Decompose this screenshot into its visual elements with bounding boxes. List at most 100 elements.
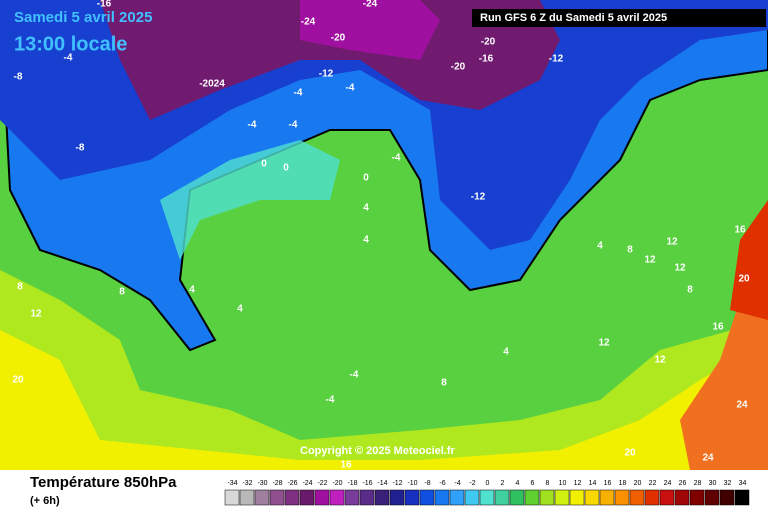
map-label: -4 xyxy=(350,370,359,381)
map-label: -4 xyxy=(248,120,257,131)
scale-swatch xyxy=(464,489,480,506)
scale-swatch xyxy=(734,489,750,506)
scale-swatch xyxy=(494,489,510,506)
scale-label: -28 xyxy=(272,480,282,487)
map-label: 12 xyxy=(644,255,656,266)
scale-swatch xyxy=(449,489,465,506)
warm-zone xyxy=(0,270,768,470)
scale-swatch xyxy=(239,489,255,506)
scale-label: -32 xyxy=(242,480,252,487)
scale-label: -4 xyxy=(454,480,460,487)
map-label: 8 xyxy=(627,245,633,256)
map-label: 8 xyxy=(687,285,693,296)
map-label: 16 xyxy=(712,322,724,333)
map-label: 12 xyxy=(654,355,666,366)
map-label: -16 xyxy=(479,54,494,65)
map-label: 12 xyxy=(30,309,42,320)
scale-label: 6 xyxy=(531,480,535,487)
scale-label: 24 xyxy=(664,480,672,487)
scale-swatch xyxy=(329,489,345,506)
map-label: -4 xyxy=(326,395,335,406)
scale-label: 8 xyxy=(546,480,550,487)
mild-zone xyxy=(160,140,340,260)
map-label: -4 xyxy=(289,120,298,131)
footer-step: (+ 6h) xyxy=(30,495,60,507)
map-label: -24 xyxy=(363,0,378,10)
scale-label: -6 xyxy=(439,480,445,487)
scale-swatch xyxy=(704,489,720,506)
scale-swatch xyxy=(524,489,540,506)
map-label: -4 xyxy=(346,83,355,94)
map-label: 12 xyxy=(666,237,678,248)
map-label: -4 xyxy=(294,88,303,99)
scale-label: 12 xyxy=(574,480,582,487)
scale-label: -26 xyxy=(287,480,297,487)
map-label: 8 xyxy=(441,378,447,389)
footer-title: Température 850hPa xyxy=(30,474,177,491)
map-label: -24 xyxy=(301,17,316,28)
scale-label: 30 xyxy=(709,480,717,487)
map-label: 8 xyxy=(119,287,125,298)
scale-swatch xyxy=(389,489,405,506)
scale-swatch xyxy=(719,489,735,506)
map-label: 24 xyxy=(702,453,714,464)
map-label: 12 xyxy=(598,338,610,349)
scale-label: 26 xyxy=(679,480,687,487)
scale-swatch xyxy=(674,489,690,506)
scale-label: -30 xyxy=(257,480,267,487)
map-label: 0 xyxy=(283,163,289,174)
scale-swatch xyxy=(284,489,300,506)
scale-swatch xyxy=(404,489,420,506)
map-label: 4 xyxy=(363,235,369,246)
scale-swatch xyxy=(584,489,600,506)
map-label: -20 xyxy=(331,33,346,44)
run-box xyxy=(472,9,766,27)
scale-label: -12 xyxy=(392,480,402,487)
scale-swatch xyxy=(314,489,330,506)
map-label: 24 xyxy=(736,400,748,411)
scale-label: 20 xyxy=(634,480,642,487)
scale-label: 22 xyxy=(649,480,657,487)
map-label: 0 xyxy=(363,173,369,184)
scale-swatch xyxy=(659,489,675,506)
scale-label: -2 xyxy=(469,480,475,487)
scale-swatch xyxy=(614,489,630,506)
scale-label: -14 xyxy=(377,480,387,487)
scale-swatch xyxy=(599,489,615,506)
scale-swatch xyxy=(269,489,285,506)
scale-swatch xyxy=(644,489,660,506)
map-label: 8 xyxy=(17,282,23,293)
scale-label: 16 xyxy=(604,480,612,487)
scale-label: 14 xyxy=(589,480,597,487)
scale-swatch xyxy=(299,489,315,506)
map-label: 4 xyxy=(597,241,603,252)
map-label: 4 xyxy=(189,285,195,296)
scale-swatch xyxy=(569,489,585,506)
scale-label: 0 xyxy=(486,480,490,487)
map-label: 4 xyxy=(363,203,369,214)
scale-label: 28 xyxy=(694,480,702,487)
map-label: -4 xyxy=(392,153,401,164)
copyright: Copyright © 2025 Meteociel.fr xyxy=(300,445,456,457)
scale-label: 4 xyxy=(516,480,520,487)
scale-swatch xyxy=(509,489,525,506)
scale-swatch xyxy=(479,489,495,506)
scale-swatch xyxy=(539,489,555,506)
run-info: Run GFS 6 Z du Samedi 5 avril 2025 xyxy=(480,12,667,24)
hot-zone xyxy=(730,200,768,320)
map-label: -20 xyxy=(481,37,496,48)
map-label: 4 xyxy=(237,304,243,315)
scale-label: -16 xyxy=(362,480,372,487)
scale-label: -24 xyxy=(302,480,312,487)
map-label: -12 xyxy=(471,192,486,203)
map-label: 20 xyxy=(12,375,24,386)
scale-swatch xyxy=(554,489,570,506)
map-label: -12 xyxy=(319,69,334,80)
scale-swatch xyxy=(434,489,450,506)
scale-label: 2 xyxy=(501,480,505,487)
scale-label: -18 xyxy=(347,480,357,487)
scale-swatch xyxy=(224,489,240,506)
map-label: 4 xyxy=(503,347,509,358)
map-label: 16 xyxy=(734,225,746,236)
